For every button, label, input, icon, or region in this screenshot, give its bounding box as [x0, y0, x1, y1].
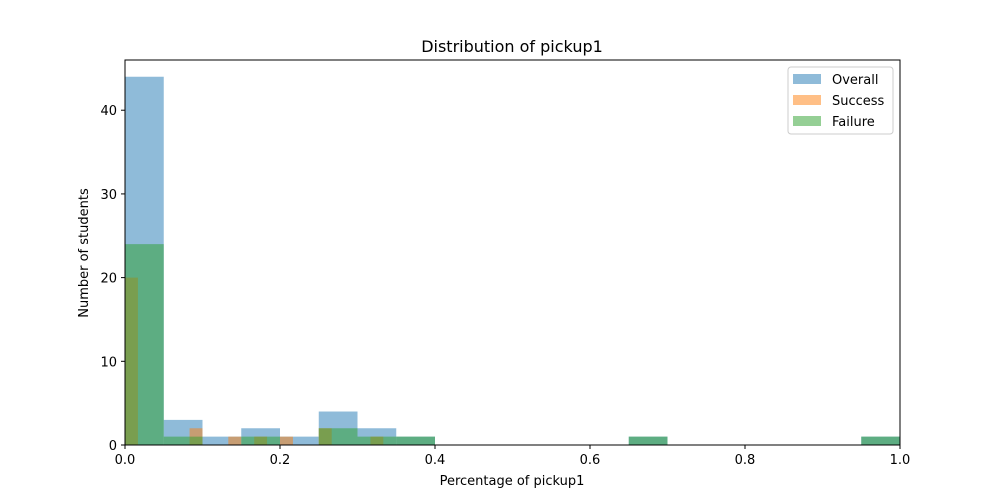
x-axis-label: Percentage of pickup1 — [440, 474, 585, 489]
legend-swatch-overall — [793, 74, 821, 84]
y-tick-label: 20 — [100, 272, 117, 287]
bar-failure-5 — [396, 436, 435, 445]
y-tick-label: 10 — [100, 355, 117, 370]
x-axis: 0.0 0.2 0.4 0.6 0.8 1.0 — [115, 445, 911, 468]
x-tick-label: 0.6 — [580, 453, 601, 468]
bar-overall-4 — [280, 436, 319, 445]
bar-success-4 — [280, 436, 293, 445]
y-tick-label: 30 — [100, 188, 117, 203]
bar-failure-2 — [241, 436, 280, 445]
x-tick-label: 0.0 — [115, 453, 136, 468]
legend-label-failure: Failure — [832, 115, 875, 130]
bar-success-2 — [228, 436, 242, 445]
bar-failure-6 — [628, 436, 668, 445]
legend-swatch-success — [793, 95, 821, 105]
series-failure — [125, 244, 900, 445]
bar-failure-1 — [163, 436, 203, 445]
plot-frame — [124, 59, 901, 446]
x-tick-label: 0.2 — [270, 453, 291, 468]
x-tick-label: 1.0 — [890, 453, 911, 468]
x-tick-label: 0.4 — [425, 453, 446, 468]
bar-failure-7 — [861, 436, 900, 445]
legend: Overall Success Failure — [787, 66, 894, 135]
legend-label-overall: Overall — [832, 73, 878, 88]
bar-overall-2 — [202, 436, 242, 445]
legend-swatch-failure — [793, 116, 821, 126]
series-overall — [125, 76, 900, 445]
x-tick-label: 0.8 — [735, 453, 756, 468]
bars-layer — [125, 76, 900, 445]
bar-failure-4 — [357, 436, 397, 445]
y-tick-label: 0 — [109, 439, 117, 454]
bar-failure-0 — [125, 244, 164, 445]
y-axis-label: Number of students — [77, 188, 92, 318]
bar-failure-3 — [318, 428, 358, 445]
legend-label-success: Success — [832, 94, 885, 109]
chart-title: Distribution of pickup1 — [421, 37, 603, 56]
y-axis: 0 10 20 30 40 — [100, 104, 125, 454]
y-tick-label: 40 — [100, 104, 117, 119]
